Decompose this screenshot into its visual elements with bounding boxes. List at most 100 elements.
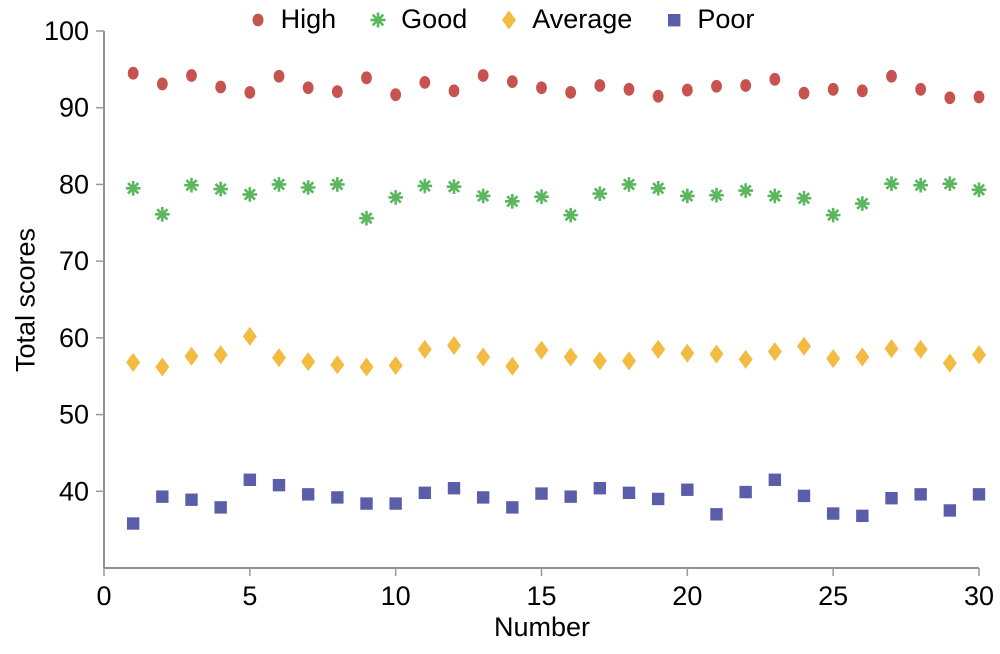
point-average [884,339,899,359]
point-average [534,340,549,360]
point-poor [710,508,723,521]
point-good [680,188,695,204]
point-high [652,89,664,103]
point-average [767,342,782,362]
point-average [155,357,170,377]
point-poor [564,490,577,503]
point-poor [681,483,694,496]
point-high [331,85,343,99]
legend-item-average: Average [497,5,632,33]
point-good [709,187,724,203]
y-tick-label: 100 [44,16,89,46]
point-average [242,326,257,346]
point-good [446,179,462,195]
point-poor [389,497,402,510]
point-poor [622,486,636,500]
point-high [244,85,256,99]
point-poor [301,488,315,501]
point-poor [826,507,840,520]
point-high [506,75,518,89]
point-high [681,83,693,97]
point-average [417,339,432,359]
x-tick-label: 15 [526,581,556,611]
y-tick-label: 70 [59,246,89,276]
point-average [213,345,228,365]
point-average [651,339,666,359]
point-poor [856,509,869,523]
point-poor [185,493,198,506]
point-good [125,180,141,196]
legend-item-good: Good [366,3,468,34]
point-poor [797,489,811,503]
point-good [563,207,578,223]
point-poor [243,473,257,486]
point-average [709,344,724,364]
point-average [942,353,957,373]
x-tick-label: 5 [242,581,257,611]
x-tick-label: 0 [96,581,111,611]
x-tick-label: 10 [381,581,411,611]
point-average [126,352,141,372]
point-poor [593,482,607,495]
point-average [563,347,578,367]
point-high [973,90,985,104]
point-poor [126,517,140,530]
point-high [798,86,810,100]
square-marker-icon [668,14,681,27]
point-poor [360,497,373,510]
point-good [155,207,170,222]
point-high [594,79,606,92]
point-high [186,69,197,82]
point-good [855,196,870,211]
point-good [825,207,841,223]
point-poor [272,478,286,492]
point-average [855,347,870,367]
point-good [359,210,374,226]
point-high [623,82,635,96]
y-tick-label: 80 [59,169,89,199]
point-high [944,91,956,105]
point-good [592,186,608,201]
point-good [650,180,666,196]
point-poor [943,504,957,517]
point-average [388,355,403,375]
point-average [622,351,636,371]
legend-label-poor: Poor [697,3,755,34]
point-high [477,69,489,82]
point-good [738,183,753,198]
y-tick-label: 90 [59,93,89,123]
x-axis-label: Number [493,612,591,642]
point-high [215,80,227,94]
point-good [242,187,258,202]
point-average [476,347,491,367]
legend-item-high: High [246,3,337,34]
legend-label-high: High [280,3,337,34]
point-average [359,357,374,377]
point-average [330,355,345,375]
point-good [971,182,987,198]
point-poor [768,473,782,486]
point-poor [885,491,898,505]
point-average [592,351,607,371]
y-axis-label: Total scores [10,227,41,373]
point-good [417,178,433,194]
point-poor [447,482,461,495]
y-tick-label: 60 [59,323,89,353]
point-high [711,79,722,93]
point-poor [972,488,986,501]
point-poor [418,486,432,500]
point-good [184,177,199,193]
point-high [827,82,839,96]
point-average [738,349,753,369]
legend-label-good: Good [401,3,468,34]
point-high [302,81,314,95]
point-average [505,356,520,376]
point-good [796,190,812,206]
point-good [621,177,637,192]
point-good [475,188,491,204]
point-poor [535,487,548,500]
point-good [213,181,228,197]
point-good [913,177,928,193]
point-average [826,349,841,369]
